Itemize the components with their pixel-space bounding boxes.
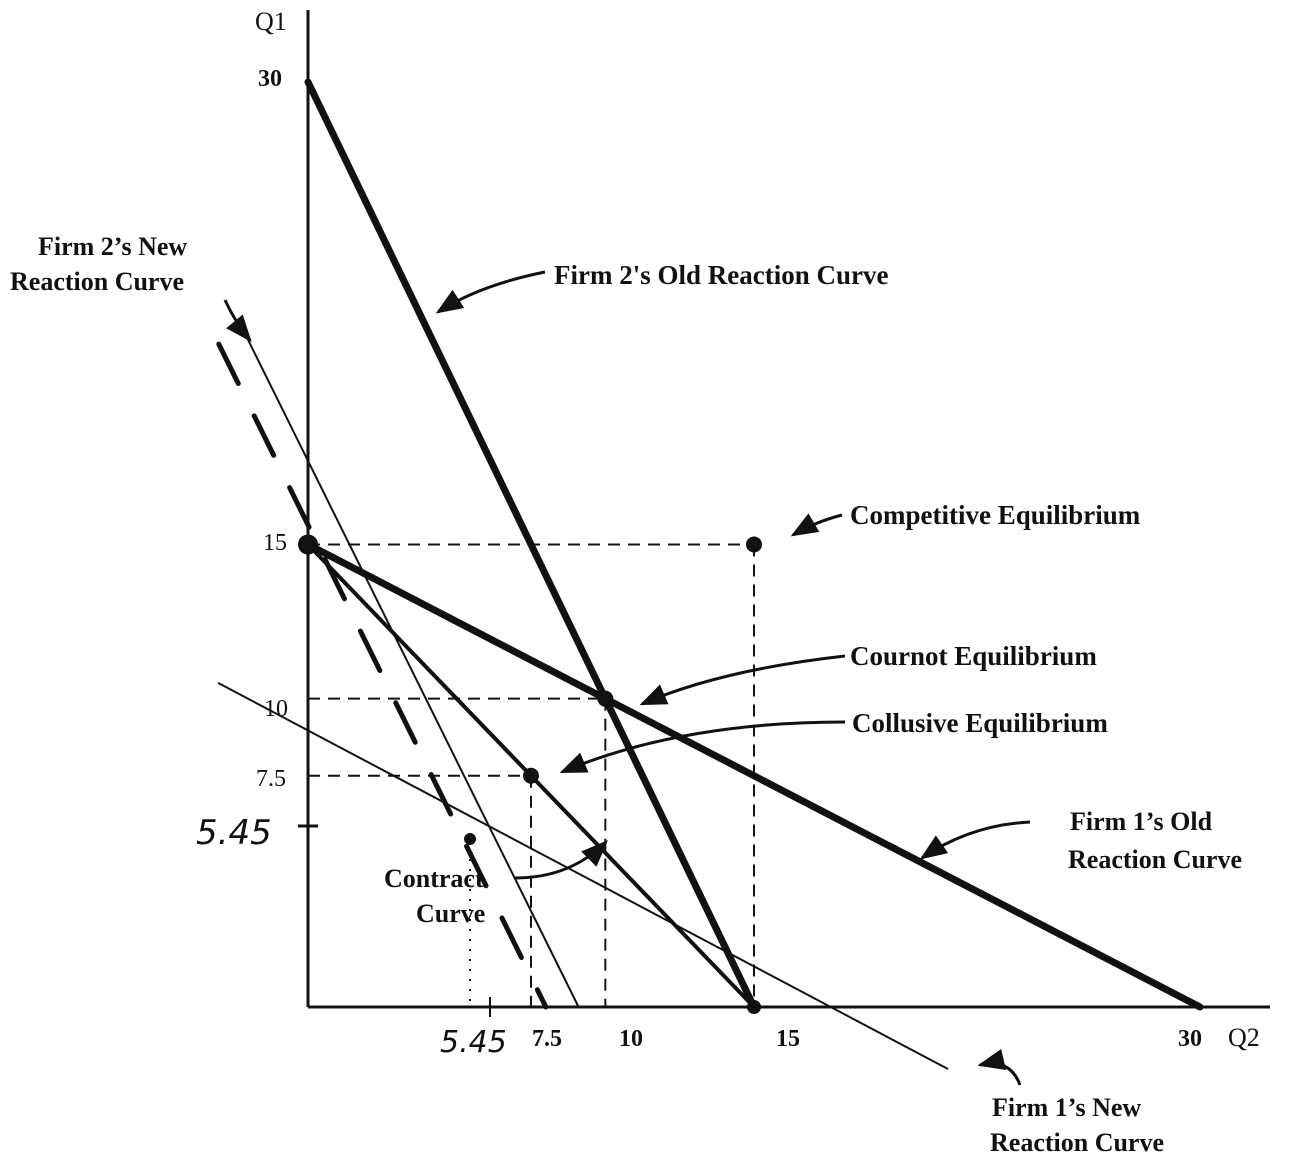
label-competitive: Competitive Equilibrium bbox=[850, 500, 1141, 530]
axes bbox=[298, 10, 1270, 1017]
label-contract-2: Curve bbox=[416, 899, 485, 928]
label-firm1-new-2: Reaction Curve bbox=[990, 1128, 1164, 1157]
series-firm-1-s-old-reaction-curve bbox=[304, 541, 1204, 1011]
points bbox=[298, 534, 762, 1014]
arrow-firm2-old bbox=[435, 270, 546, 314]
arrow-firm1-new bbox=[977, 1048, 1022, 1086]
label-firm1-new-1: Firm 1’s New bbox=[992, 1093, 1141, 1122]
label-firm1-old-1: Firm 1’s Old bbox=[1070, 807, 1213, 836]
arrow-cournot bbox=[639, 654, 846, 706]
point-point-5.45 bbox=[464, 832, 477, 845]
labels: Q1 Q2 30 15 10 7.5 5.45 5.45 7.5 10 15 3… bbox=[10, 7, 1260, 1157]
x-tick-30: 30 bbox=[1178, 1026, 1202, 1052]
arrows bbox=[223, 270, 1031, 1086]
y-tick-5.45: 5.45 bbox=[196, 813, 272, 853]
y-axis-label: Q1 bbox=[255, 7, 287, 36]
label-firm2-new-1: Firm 2’s New bbox=[38, 232, 187, 261]
series-firm-2-s-new-reaction-curve bbox=[244, 333, 580, 1008]
x-tick-5.45: 5.45 bbox=[440, 1025, 507, 1060]
x-tick-7.5: 7.5 bbox=[532, 1026, 562, 1052]
series-dashed-reaction-line bbox=[216, 341, 549, 1010]
x-tick-10: 10 bbox=[619, 1026, 643, 1052]
point-intercept-q2-15 bbox=[747, 1000, 761, 1014]
label-firm2-old: Firm 2's Old Reaction Curve bbox=[554, 260, 888, 290]
label-firm2-new-2: Reaction Curve bbox=[10, 267, 184, 296]
arrow-firm2-new bbox=[223, 299, 252, 343]
label-firm1-old-2: Reaction Curve bbox=[1068, 845, 1242, 874]
series-firm-2-s-old-reaction-curve bbox=[304, 78, 758, 1011]
point-competitive-equilibrium bbox=[746, 536, 762, 553]
point-collusive-equilibrium bbox=[523, 767, 539, 784]
series-firm-1-s-new-reaction-curve bbox=[217, 682, 949, 1070]
arrow-competitive bbox=[790, 513, 843, 537]
x-axis-label: Q2 bbox=[1228, 1023, 1260, 1052]
label-contract-1: Contract bbox=[384, 864, 484, 893]
arrow-collusive bbox=[559, 720, 846, 774]
label-collusive: Collusive Equilibrium bbox=[852, 708, 1108, 738]
arrow-contract bbox=[514, 840, 608, 880]
label-cournot: Cournot Equilibrium bbox=[850, 641, 1097, 671]
y-tick-30: 30 bbox=[258, 66, 282, 92]
point-intercept-q1-15 bbox=[298, 534, 318, 555]
series-lines bbox=[216, 78, 1204, 1070]
y-tick-15: 15 bbox=[263, 530, 287, 556]
x-tick-15: 15 bbox=[776, 1026, 800, 1052]
y-tick-7.5: 7.5 bbox=[256, 766, 286, 792]
point-cournot-equilibrium bbox=[597, 690, 614, 707]
arrow-firm1-old bbox=[919, 820, 1031, 860]
y-tick-10: 10 bbox=[264, 696, 288, 722]
